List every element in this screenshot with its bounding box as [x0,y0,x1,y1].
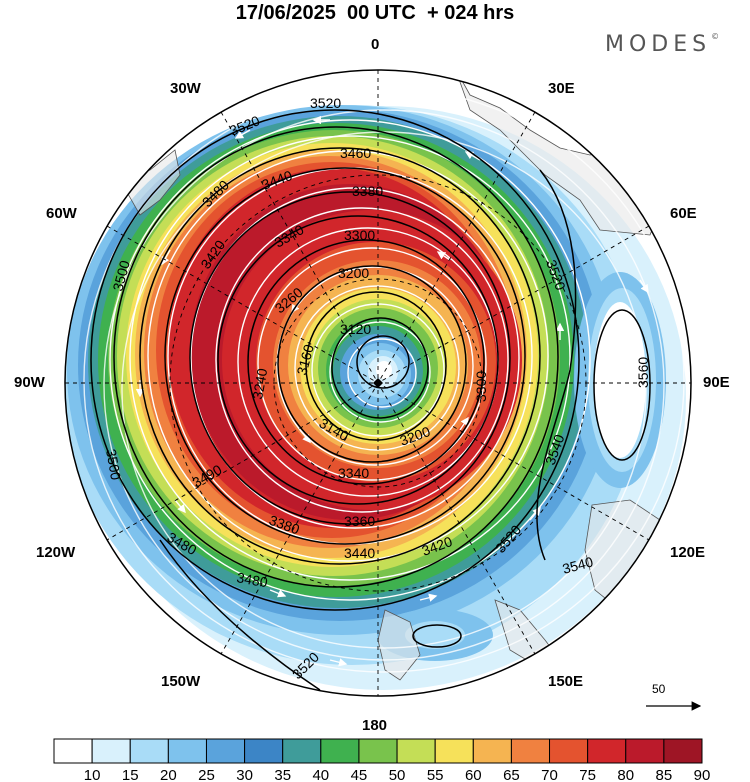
colorbar-tick-label: 20 [160,767,177,782]
colorbar-tick-label: 30 [236,767,253,782]
longitude-label-90w: 90W [14,374,45,391]
colorbar-swatch [358,738,398,764]
colorbar-swatch [129,738,169,764]
colorbar-swatch [53,738,93,764]
colorbar-tick-label: 25 [198,767,215,782]
contour-label: 3500 [103,448,124,482]
colorbar-swatch [663,738,703,764]
wind-streamlines [83,87,685,673]
colorbar-swatch [434,738,474,764]
contour-label: 3360 [344,513,375,529]
contour-label: 3380 [352,183,383,199]
contour-label: 3480 [235,569,269,590]
contour-label: 3240 [249,367,270,401]
colorbar-tick-label: 90 [694,767,711,782]
contour-label: 3340 [338,465,369,481]
colorbar-tick-label: 50 [389,767,406,782]
colorbar-swatch [244,738,284,764]
colorbar-tick-label: 40 [312,767,329,782]
colorbar-tick-label: 85 [656,767,673,782]
map-boundary [64,69,692,697]
longitude-label-120w: 120W [36,544,76,561]
longitude-label-60e: 60E [670,205,697,222]
modes-logo: MODES© [605,32,719,57]
colorbar: 10 15 20 25 30 35 40 45 50 55 60 65 70 75 80 85 90 [53,738,711,782]
colorbar-tick-label: 55 [427,767,444,782]
longitude-label-60w: 60W [46,205,77,222]
colorbar-swatch [549,738,589,764]
contour-label: 3160 [293,342,317,376]
contour-label: 3520 [310,95,341,111]
colorbar-swatch [167,738,207,764]
colorbar-swatch [625,738,665,764]
contour-label: 3200 [338,265,369,281]
longitude-label-150w: 150W [161,673,201,690]
colorbar-swatch [320,738,360,764]
colorbar-swatch [510,738,551,764]
colorbar-swatch [205,738,246,764]
colorbar-swatch [472,738,512,764]
chart-title: 17/06/2025 00 UTC + 024 hrs [235,2,515,24]
reference-vector-label: 50 [652,682,666,696]
longitude-label-90e: 90E [703,374,730,391]
colorbar-swatch [91,738,131,764]
colorbar-swatch [587,738,627,764]
longitude-label-30e: 30E [548,80,575,97]
longitude-label-120e: 120E [670,544,706,561]
colorbar-tick-label: 15 [122,767,139,782]
colorbar-tick-label: 65 [503,767,520,782]
brand-name: MODES [605,32,712,57]
colorbar-swatch [396,738,436,764]
colorbar-tick-label: 70 [541,767,558,782]
contour-label: 3500 [109,258,133,292]
longitude-label-30w: 30W [170,80,201,97]
brand-mark: © [711,32,720,41]
contour-label: 3460 [340,145,371,161]
longitude-label-150e: 150E [548,673,584,690]
pole-marker [373,378,383,388]
longitude-label-0: 0 [371,36,380,53]
contour-label: 3540 [561,553,595,577]
contour-label: 3300 [473,371,489,402]
longitude-label-180: 180 [362,717,388,734]
colorbar-tick-label: 45 [351,767,368,782]
contour-label: 3560 [635,357,651,388]
contour-label: 3300 [344,227,375,243]
colorbar-tick-label: 75 [579,767,596,782]
colorbar-tick-label: 60 [465,767,482,782]
contour-label: 3440 [344,545,375,561]
colorbar-tick-label: 10 [84,767,101,782]
contour-label: 3120 [340,321,371,337]
colorbar-tick-label: 35 [274,767,291,782]
colorbar-tick-label: 80 [617,767,634,782]
colorbar-swatch [282,738,322,764]
